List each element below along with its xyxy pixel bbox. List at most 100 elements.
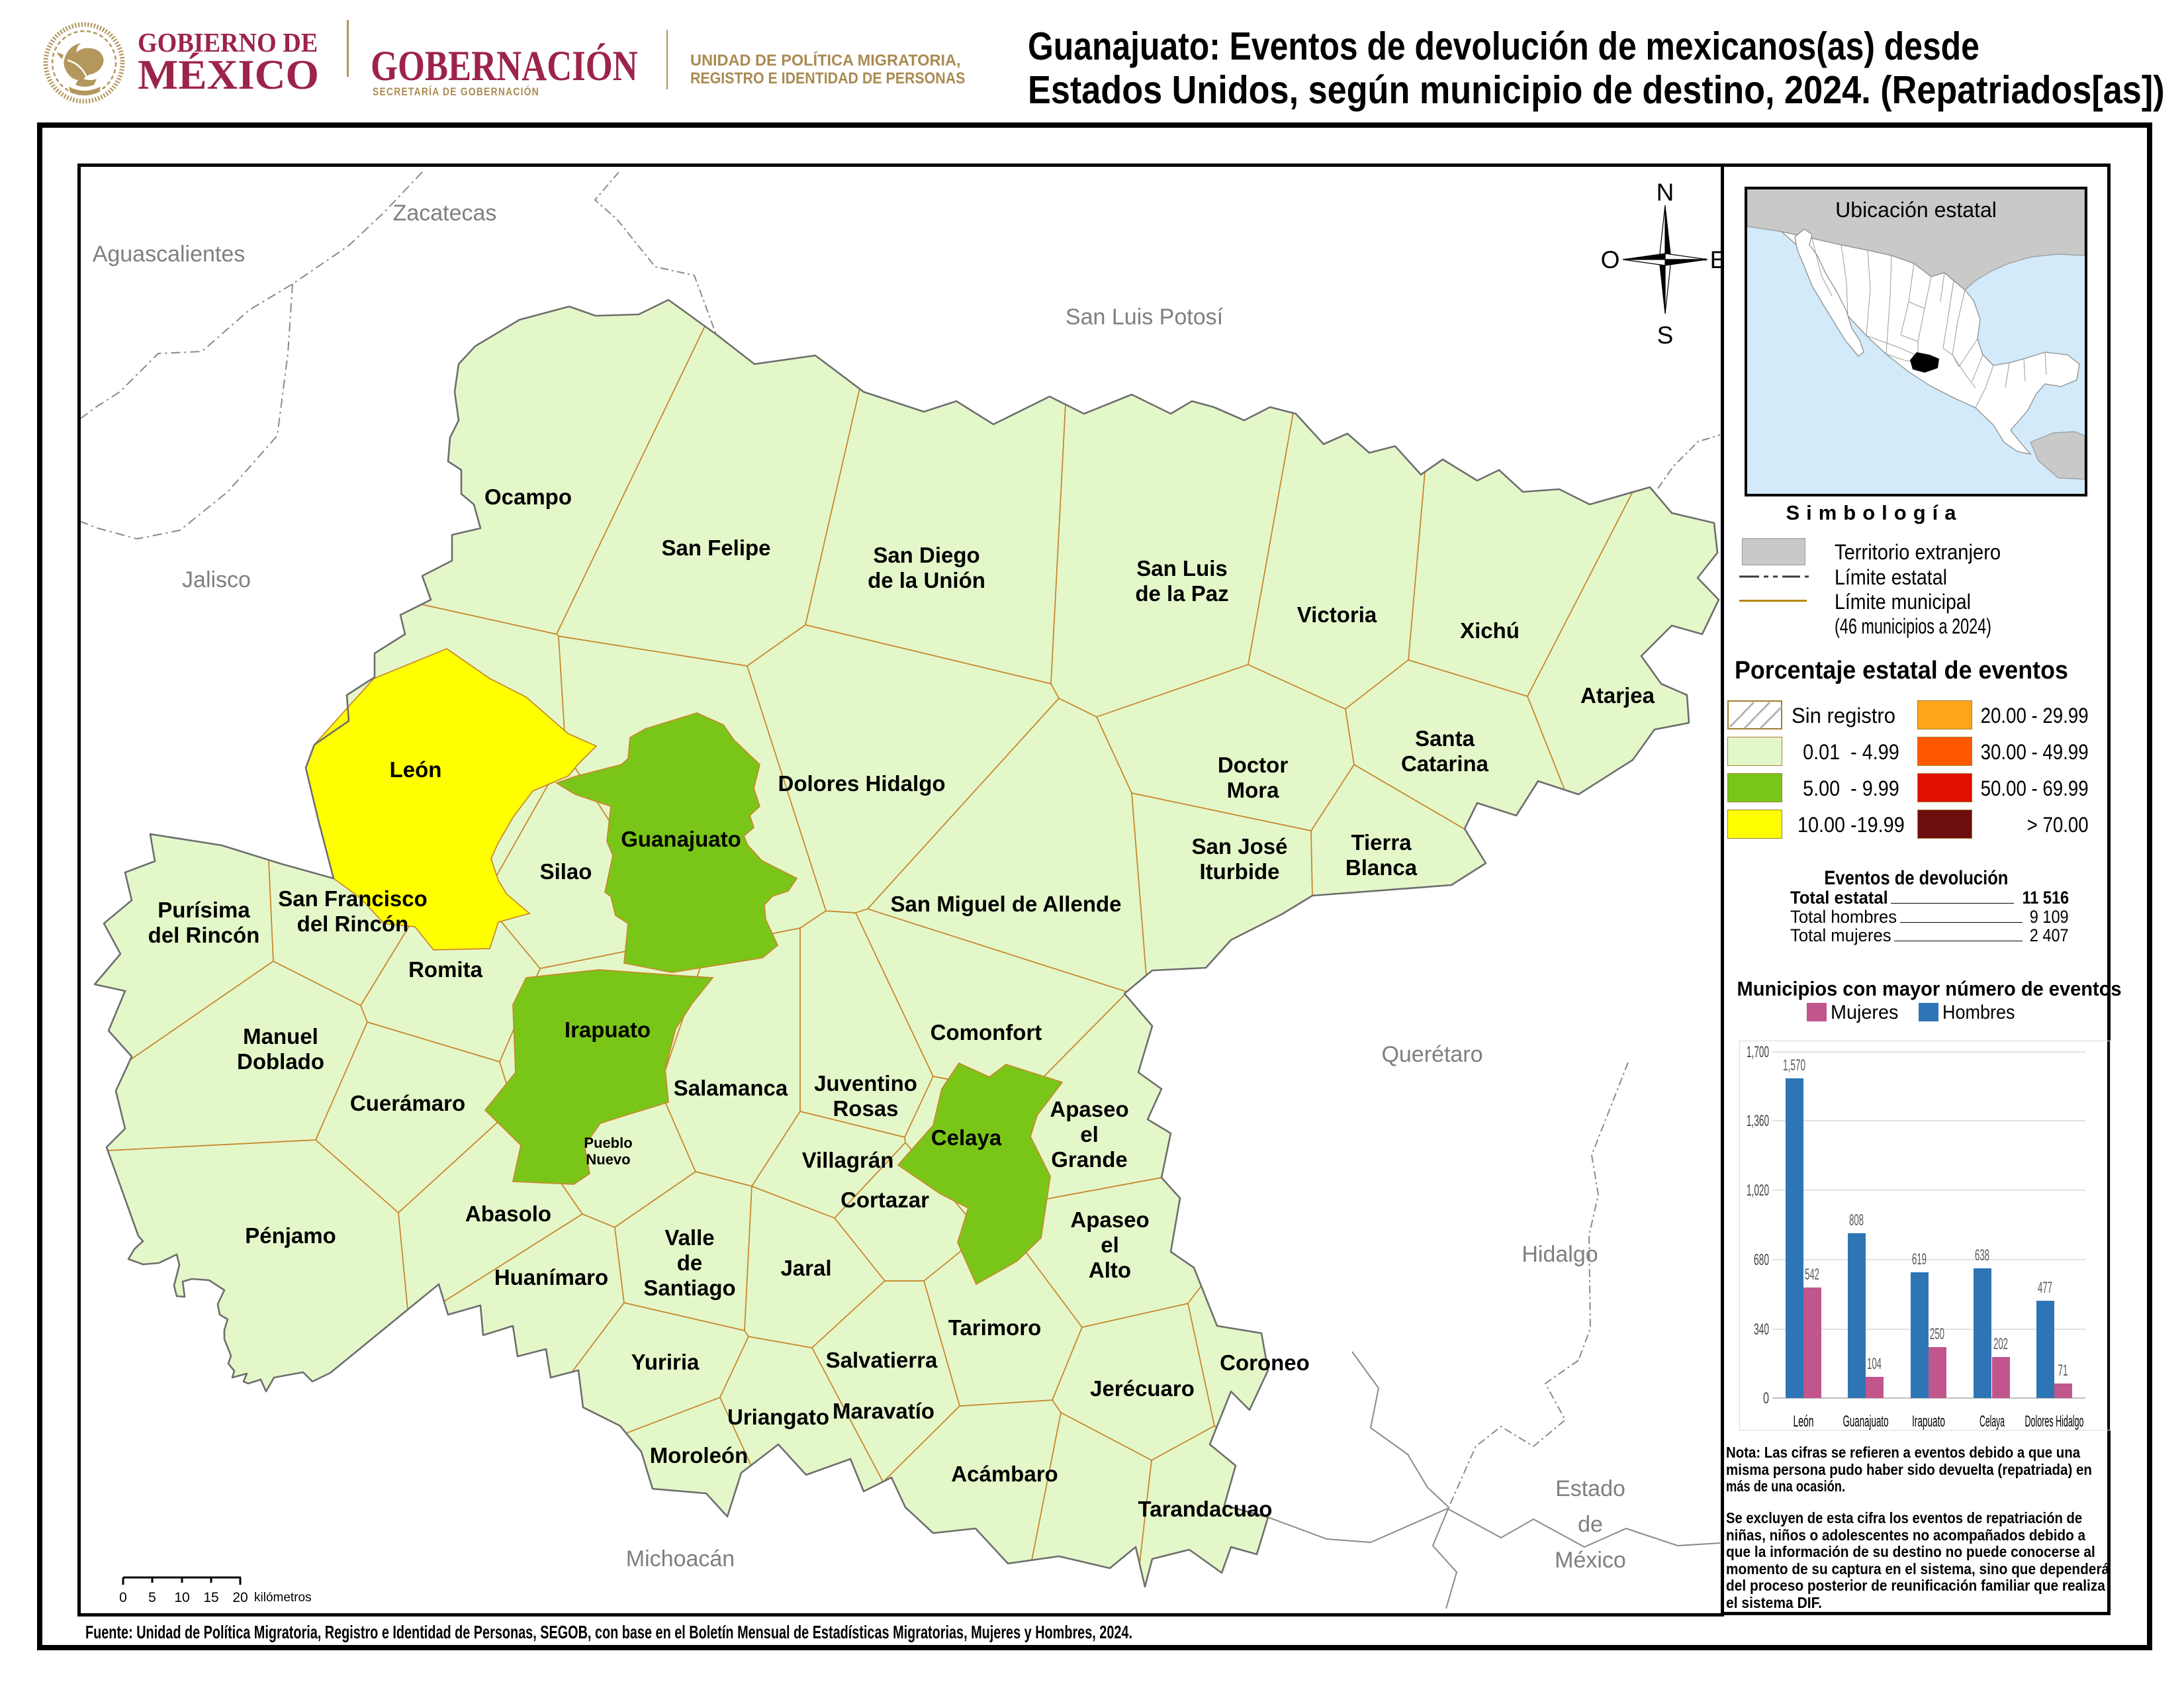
svg-text:Jalisco: Jalisco bbox=[182, 567, 251, 592]
svg-text:Yuriria: Yuriria bbox=[631, 1350, 700, 1374]
svg-text:Celaya: Celaya bbox=[1979, 1413, 2005, 1430]
svg-text:Irapuato: Irapuato bbox=[1912, 1413, 1945, 1430]
svg-text:kilómetros: kilómetros bbox=[254, 1591, 312, 1605]
svg-text:Silao: Silao bbox=[540, 859, 592, 884]
svg-text:Irapuato: Irapuato bbox=[565, 1017, 651, 1042]
svg-text:Ubicación estatal: Ubicación estatal bbox=[1835, 198, 1997, 222]
svg-text:202: 202 bbox=[1993, 1335, 2008, 1353]
svg-text:0: 0 bbox=[1763, 1389, 1769, 1407]
svg-text:el: el bbox=[1101, 1233, 1119, 1257]
svg-text:Xichú: Xichú bbox=[1460, 618, 1520, 643]
svg-text:Pueblo: Pueblo bbox=[584, 1135, 632, 1151]
svg-text:Villagrán: Villagrán bbox=[802, 1148, 894, 1172]
svg-text:Doblado: Doblado bbox=[237, 1049, 324, 1074]
svg-text:Celaya: Celaya bbox=[931, 1125, 1002, 1150]
svg-text:Rosas: Rosas bbox=[833, 1096, 898, 1121]
svg-text:477: 477 bbox=[2038, 1279, 2052, 1297]
svg-text:N: N bbox=[1657, 179, 1674, 206]
svg-text:Santiago: Santiago bbox=[643, 1276, 735, 1300]
svg-text:Catarina: Catarina bbox=[1401, 751, 1489, 776]
svg-text:Doctor: Doctor bbox=[1218, 753, 1288, 777]
svg-text:808: 808 bbox=[1849, 1211, 1864, 1229]
svg-text:León: León bbox=[1794, 1413, 1814, 1430]
svg-text:250: 250 bbox=[1930, 1325, 1944, 1343]
svg-text:71: 71 bbox=[2058, 1362, 2068, 1380]
svg-text:104: 104 bbox=[1867, 1355, 1882, 1373]
svg-text:Juventino: Juventino bbox=[814, 1071, 917, 1096]
svg-text:Alto: Alto bbox=[1089, 1258, 1131, 1282]
svg-text:Coroneo: Coroneo bbox=[1220, 1350, 1310, 1375]
svg-text:Pénjamo: Pénjamo bbox=[245, 1223, 336, 1248]
svg-text:Hidalgo: Hidalgo bbox=[1522, 1242, 1598, 1267]
svg-text:680: 680 bbox=[1754, 1251, 1769, 1269]
svg-text:Salamanca: Salamanca bbox=[674, 1076, 788, 1100]
svg-text:Grande: Grande bbox=[1051, 1147, 1128, 1172]
svg-text:Victoria: Victoria bbox=[1297, 602, 1377, 627]
svg-text:O: O bbox=[1601, 246, 1620, 273]
svg-text:E: E bbox=[1710, 246, 1721, 273]
svg-text:Aguascalientes: Aguascalientes bbox=[93, 242, 246, 267]
svg-text:Moroleón: Moroleón bbox=[650, 1443, 748, 1468]
svg-text:Querétaro: Querétaro bbox=[1381, 1042, 1482, 1067]
svg-text:Iturbide: Iturbide bbox=[1200, 859, 1280, 884]
svg-text:15: 15 bbox=[203, 1590, 218, 1605]
svg-text:1,020: 1,020 bbox=[1747, 1182, 1769, 1199]
svg-text:San Luis: San Luis bbox=[1136, 556, 1228, 581]
svg-text:619: 619 bbox=[1912, 1250, 1927, 1268]
svg-text:Zacatecas: Zacatecas bbox=[393, 201, 497, 226]
svg-text:Ocampo: Ocampo bbox=[484, 485, 572, 509]
svg-text:de: de bbox=[677, 1250, 703, 1275]
svg-text:Cuerámaro: Cuerámaro bbox=[350, 1091, 465, 1115]
svg-text:de la Unión: de la Unión bbox=[868, 568, 985, 592]
svg-text:1,700: 1,700 bbox=[1747, 1043, 1769, 1061]
svg-text:Atarjea: Atarjea bbox=[1580, 683, 1655, 708]
svg-text:Acámbaro: Acámbaro bbox=[951, 1462, 1058, 1486]
svg-text:San Felipe: San Felipe bbox=[661, 536, 770, 560]
svg-text:del Rincón: del Rincón bbox=[148, 923, 260, 947]
svg-text:Nuevo: Nuevo bbox=[586, 1151, 630, 1168]
svg-text:San Francisco: San Francisco bbox=[278, 886, 428, 911]
svg-text:San Luis Potosí: San Luis Potosí bbox=[1066, 305, 1224, 330]
svg-text:de: de bbox=[1578, 1512, 1603, 1537]
svg-text:Jerécuaro: Jerécuaro bbox=[1090, 1376, 1195, 1401]
svg-text:Dolores Hidalgo: Dolores Hidalgo bbox=[778, 771, 945, 796]
svg-text:0: 0 bbox=[119, 1590, 127, 1605]
svg-text:1,570: 1,570 bbox=[1783, 1056, 1805, 1074]
svg-text:Valle: Valle bbox=[664, 1225, 714, 1250]
svg-text:Salvatierra: Salvatierra bbox=[826, 1348, 938, 1372]
svg-text:San Diego: San Diego bbox=[873, 543, 979, 567]
svg-text:Tarimoro: Tarimoro bbox=[948, 1315, 1042, 1340]
svg-text:Jaral: Jaral bbox=[780, 1256, 831, 1280]
svg-text:Purísima: Purísima bbox=[158, 898, 250, 922]
svg-text:Manuel: Manuel bbox=[243, 1024, 318, 1049]
svg-text:Apaseo: Apaseo bbox=[1070, 1207, 1149, 1232]
svg-text:S: S bbox=[1657, 322, 1674, 349]
svg-text:México: México bbox=[1555, 1548, 1626, 1573]
svg-text:Cortazar: Cortazar bbox=[841, 1188, 929, 1212]
svg-text:Blanca: Blanca bbox=[1345, 855, 1418, 880]
svg-text:Tarandacuao: Tarandacuao bbox=[1138, 1497, 1273, 1521]
svg-text:1,360: 1,360 bbox=[1747, 1112, 1769, 1130]
svg-text:638: 638 bbox=[1975, 1246, 1989, 1264]
svg-text:340: 340 bbox=[1754, 1321, 1769, 1338]
svg-text:Guanajuato: Guanajuato bbox=[621, 827, 741, 851]
svg-text:Huanímaro: Huanímaro bbox=[494, 1265, 608, 1289]
svg-text:León: León bbox=[390, 757, 442, 782]
svg-text:20: 20 bbox=[232, 1590, 248, 1605]
svg-text:Mora: Mora bbox=[1227, 778, 1279, 802]
svg-text:Dolores Hidalgo: Dolores Hidalgo bbox=[2025, 1413, 2084, 1430]
svg-text:10: 10 bbox=[174, 1590, 189, 1605]
svg-text:Romita: Romita bbox=[408, 957, 482, 982]
svg-text:San José: San José bbox=[1192, 834, 1288, 859]
svg-text:del Rincón: del Rincón bbox=[297, 912, 409, 936]
svg-text:San Miguel de Allende: San Miguel de Allende bbox=[891, 892, 1122, 916]
svg-text:Uriangato: Uriangato bbox=[727, 1405, 829, 1429]
svg-text:el: el bbox=[1080, 1122, 1099, 1147]
svg-text:Estado: Estado bbox=[1555, 1476, 1625, 1501]
svg-text:Comonfort: Comonfort bbox=[931, 1020, 1042, 1045]
svg-text:542: 542 bbox=[1805, 1266, 1819, 1284]
svg-text:Michoacán: Michoacán bbox=[626, 1546, 735, 1571]
svg-text:de la Paz: de la Paz bbox=[1135, 581, 1228, 606]
svg-text:Maravatío: Maravatío bbox=[833, 1399, 934, 1423]
svg-text:Guanajuato: Guanajuato bbox=[1843, 1413, 1889, 1430]
